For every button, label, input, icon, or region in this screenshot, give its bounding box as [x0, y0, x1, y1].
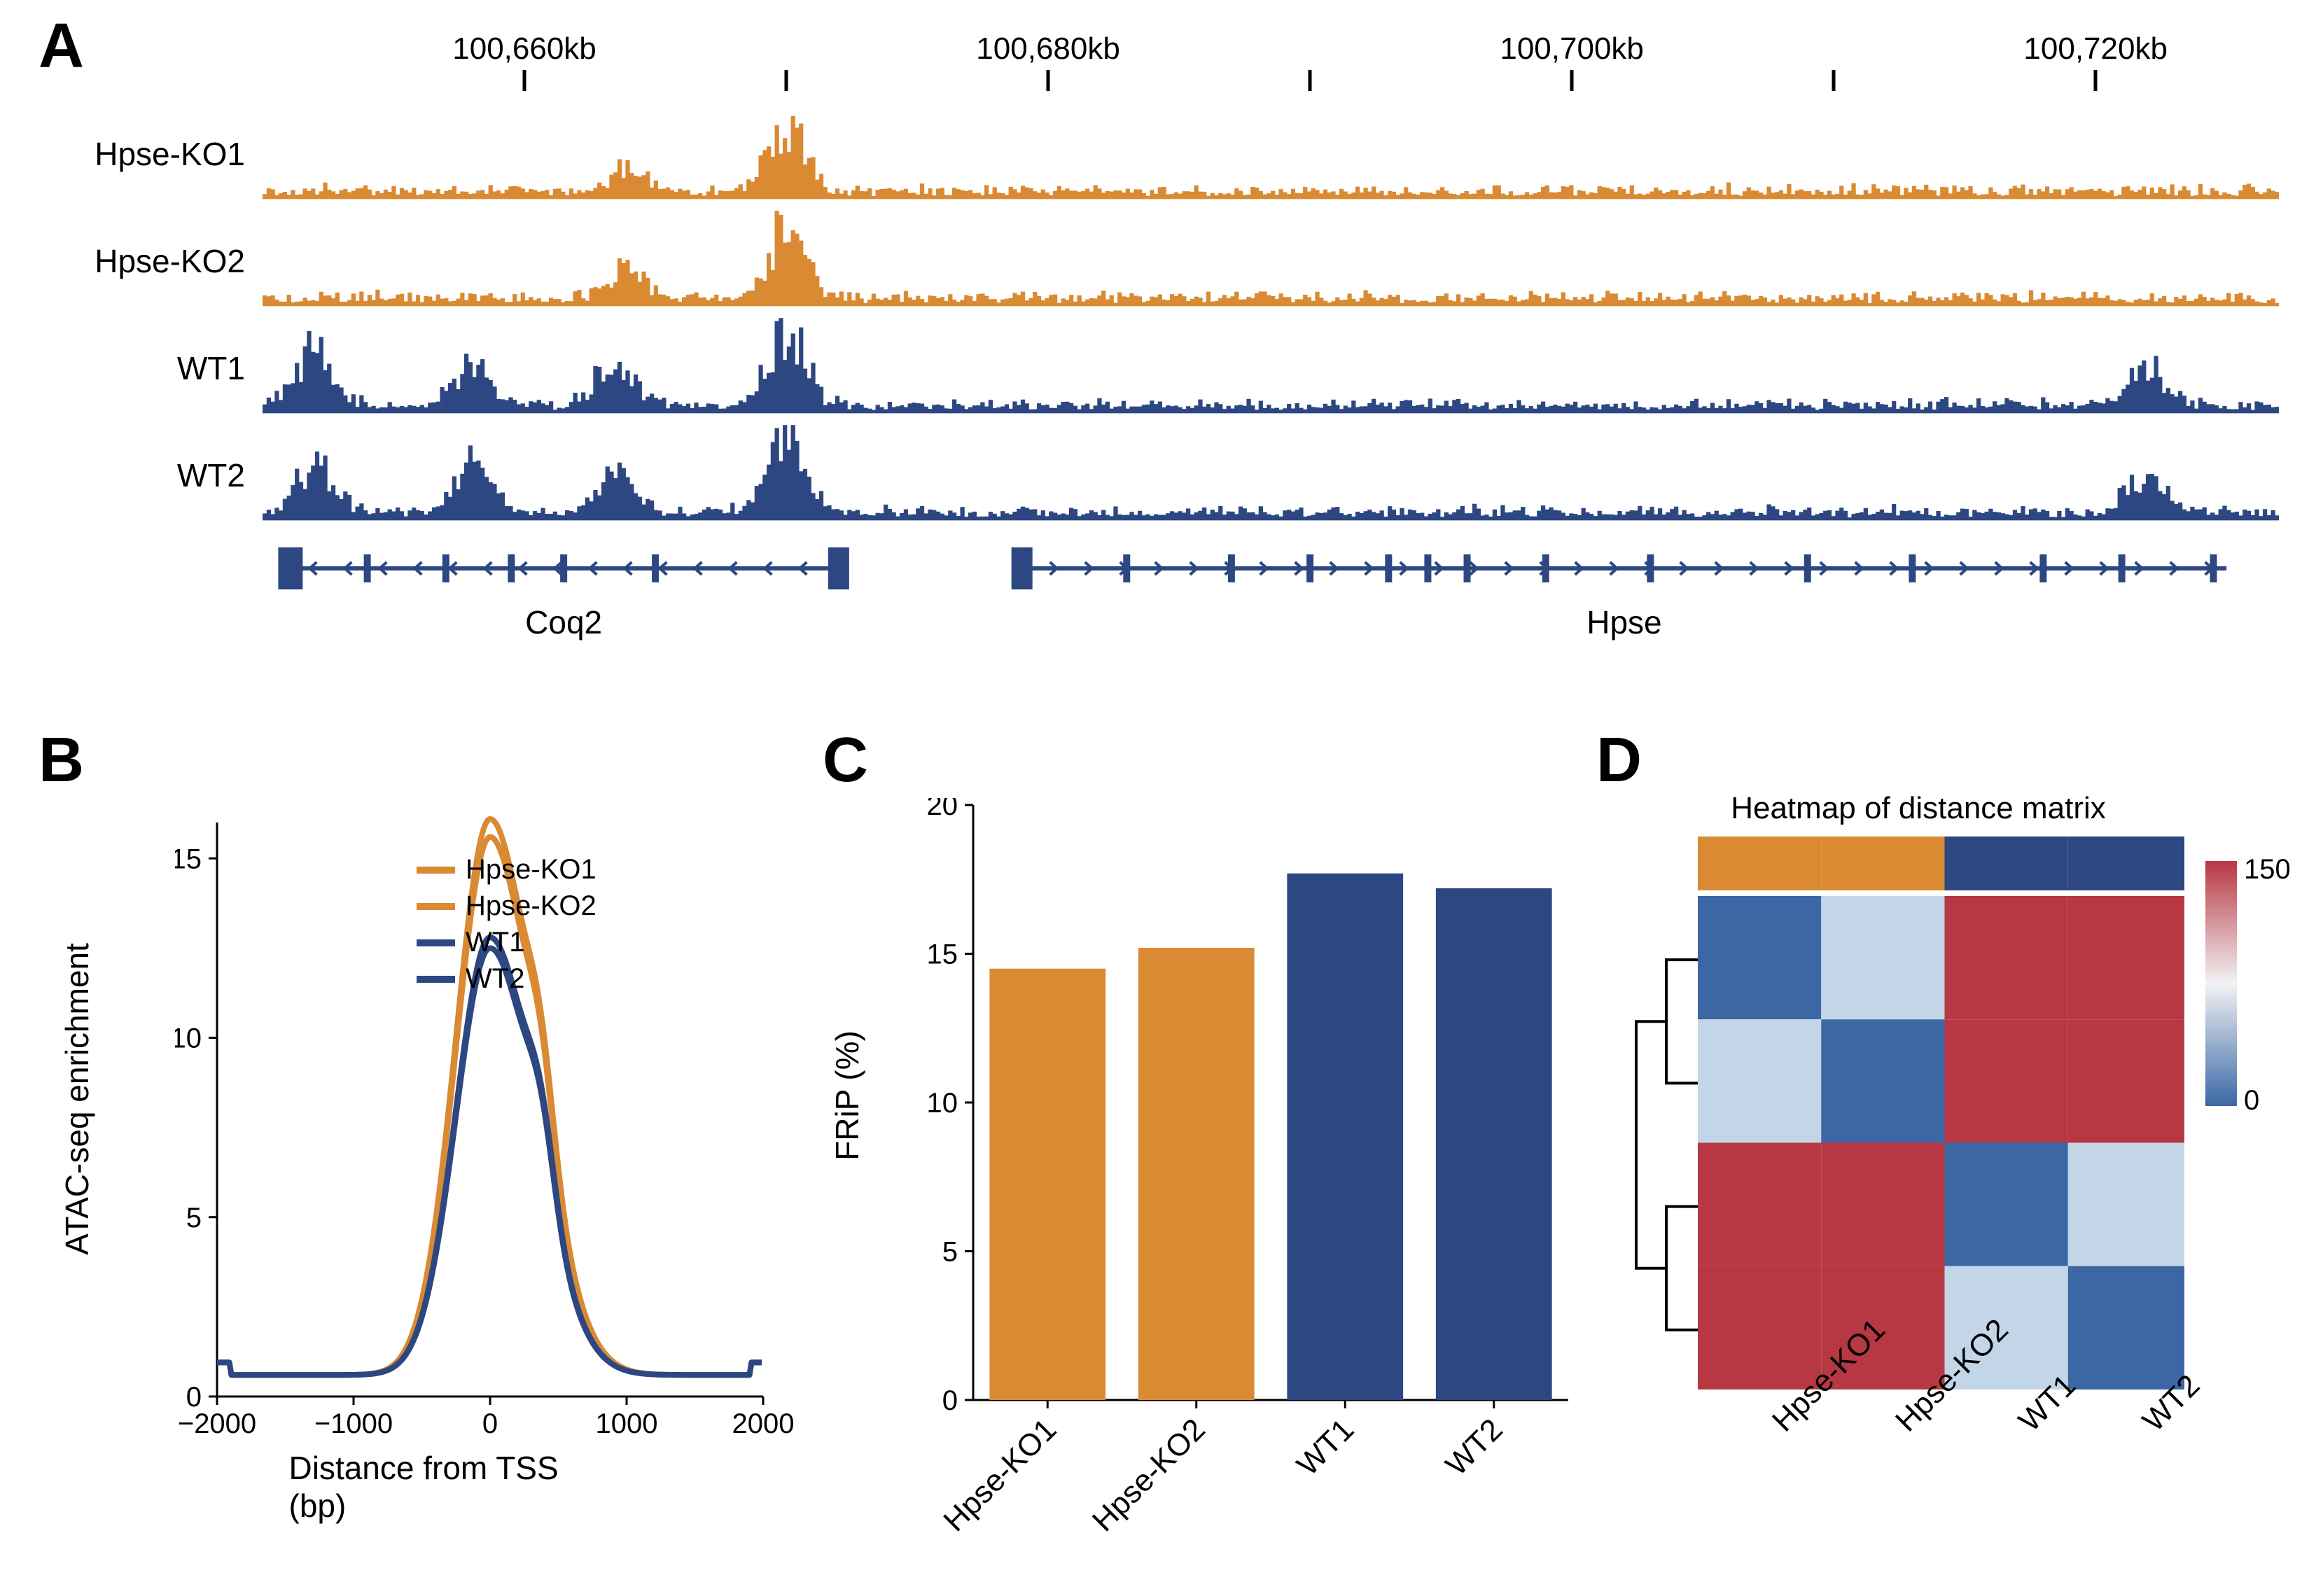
- panel-a-label: A: [39, 10, 84, 83]
- panel-b-xlabel: Distance from TSS (bp): [289, 1449, 608, 1525]
- panel-b-label: B: [39, 724, 84, 797]
- svg-text:Hpse-KO2: Hpse-KO2: [1086, 1412, 1212, 1533]
- track-row: Hpse-KO2: [263, 207, 2279, 309]
- gene-label: Coq2: [525, 603, 602, 641]
- legend-item: Hpse-KO1: [417, 854, 597, 886]
- panel-a: A 100,660kb100,680kb100,700kb100,720kb H…: [39, 10, 2279, 690]
- legend-label: WT1: [466, 927, 524, 958]
- svg-text:20: 20: [928, 798, 958, 821]
- dendrogram: [1628, 898, 1698, 1385]
- panel-c-ylabel: FRiP (%): [828, 1030, 866, 1161]
- track-row: WT2: [263, 421, 2279, 523]
- svg-text:2000: 2000: [732, 1408, 795, 1439]
- track-area: 100,660kb100,680kb100,700kb100,720kb Hps…: [263, 31, 2279, 662]
- panel-c-label: C: [823, 724, 868, 797]
- colorbar-tick: 150: [2244, 854, 2291, 886]
- track-row: WT1: [263, 314, 2279, 416]
- panel-b-legend: Hpse-KO1 Hpse-KO2 WT1 WT2: [417, 854, 597, 1000]
- track-row: Hpse-KO1: [263, 100, 2279, 202]
- track-label: WT2: [49, 456, 245, 494]
- track-label: WT1: [49, 349, 245, 387]
- panel-d-label: D: [1596, 724, 1642, 797]
- panel-c-plot: 05101520Hpse-KO1Hpse-KO2WT1WT2: [928, 798, 1523, 1393]
- legend-label: WT2: [466, 963, 524, 995]
- svg-text:WT1: WT1: [1290, 1412, 1360, 1482]
- svg-text:10: 10: [175, 1023, 202, 1054]
- svg-text:0: 0: [942, 1385, 958, 1416]
- svg-text:5: 5: [942, 1237, 958, 1268]
- panel-c: C FRiP (%) 0 5 10 15 20 Hpse-KO1Hpse-KO2 WT1 WT…: [823, 724, 1544, 1550]
- legend-swatch: [417, 939, 455, 946]
- svg-text:5: 5: [186, 1203, 202, 1233]
- colorbar: 1500: [2205, 861, 2237, 1106]
- svg-text:WT2: WT2: [1439, 1412, 1509, 1482]
- track-label: Hpse-KO1: [49, 135, 245, 173]
- panel-d-title: Heatmap of distance matrix: [1731, 791, 2106, 826]
- legend-item: WT2: [417, 963, 597, 995]
- svg-text:15: 15: [175, 844, 202, 874]
- legend-swatch: [417, 867, 455, 874]
- gene-label: Hpse: [1586, 603, 1661, 641]
- genome-ruler: 100,660kb100,680kb100,700kb100,720kb: [263, 31, 2279, 94]
- svg-text:1000: 1000: [596, 1408, 658, 1439]
- colorbar-tick: 0: [2244, 1085, 2259, 1116]
- heatmap: [1698, 836, 2184, 1390]
- legend-label: Hpse-KO1: [466, 854, 597, 886]
- svg-text:0: 0: [482, 1408, 498, 1439]
- legend-item: Hpse-KO2: [417, 890, 597, 922]
- panel-b-ylabel: ATAC-seq enrichment: [58, 943, 96, 1255]
- track-label: Hpse-KO2: [49, 242, 245, 280]
- svg-text:10: 10: [928, 1088, 958, 1119]
- tracks-container: Hpse-KO1Hpse-KO2WT1WT2: [263, 100, 2279, 523]
- svg-text:−2000: −2000: [178, 1408, 256, 1439]
- svg-text:Hpse-KO1: Hpse-KO1: [937, 1412, 1063, 1533]
- legend-swatch: [417, 903, 455, 910]
- svg-text:15: 15: [928, 939, 958, 970]
- panel-b: B ATAC-seq enrichment 051015−2000−100001…: [39, 724, 767, 1550]
- legend-label: Hpse-KO2: [466, 890, 597, 922]
- gene-track: Coq2 Hpse: [263, 540, 2279, 645]
- svg-text:−1000: −1000: [314, 1408, 393, 1439]
- legend-item: WT1: [417, 927, 597, 958]
- panel-d: D Heatmap of distance matrix 1500 Hpse-K…: [1596, 724, 2289, 1550]
- legend-swatch: [417, 976, 455, 983]
